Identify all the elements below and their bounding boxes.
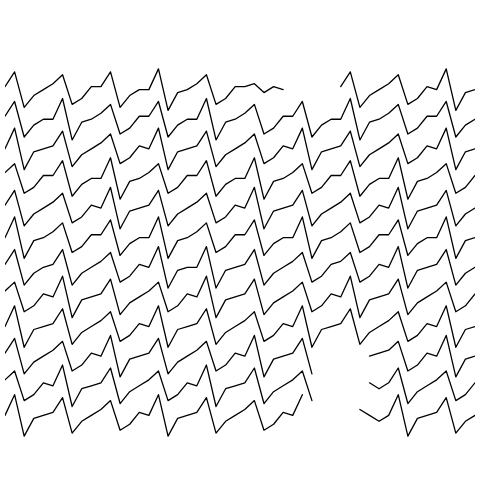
trace	[5, 99, 475, 140]
trace	[5, 306, 475, 347]
trace	[5, 335, 475, 376]
trace	[5, 247, 475, 288]
trace	[5, 128, 475, 169]
trace	[5, 187, 475, 228]
trace	[5, 395, 475, 436]
trace	[5, 69, 475, 110]
chart-container	[0, 0, 500, 500]
trace	[5, 158, 475, 199]
trace	[5, 217, 475, 258]
chart-svg	[0, 0, 500, 500]
trace	[5, 365, 475, 406]
traces	[5, 69, 475, 436]
trace	[5, 276, 475, 317]
